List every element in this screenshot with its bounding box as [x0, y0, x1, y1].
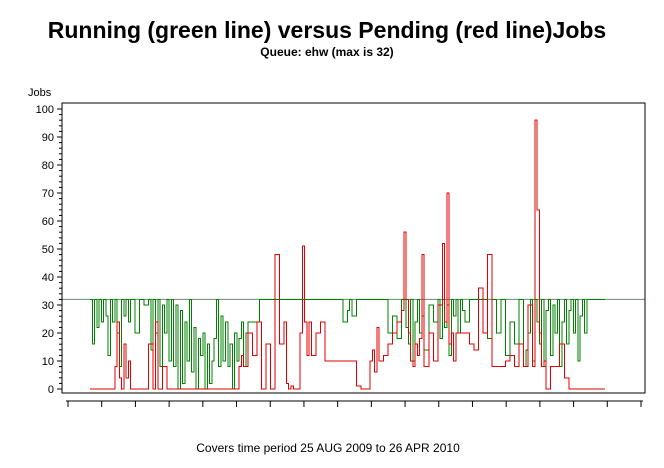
y-tick-label: 0 — [48, 384, 54, 396]
y-axis-label: Jobs — [28, 87, 52, 99]
y-tick-label: 70 — [42, 188, 54, 200]
y-tick-label: 50 — [42, 244, 54, 256]
series-layer — [90, 119, 605, 390]
axis-layer: 0 10 20 30 40 50 60 70 80 90 100 — [36, 102, 646, 407]
plot-frame — [61, 102, 646, 394]
y-tick-label: 80 — [42, 160, 54, 172]
y-tick-label: 30 — [42, 300, 54, 312]
running-series-line — [90, 298, 605, 390]
y-tick-label: 20 — [42, 328, 54, 340]
y-tick-label: 90 — [42, 132, 54, 144]
y-tick-label: 40 — [42, 272, 54, 284]
y-tick-label: 100 — [36, 104, 54, 116]
y-tick-label: 10 — [42, 356, 54, 368]
chart-title: Running (green line) versus Pending (red… — [48, 17, 606, 43]
y-tick-label: 60 — [42, 216, 54, 228]
chart-subtitle: Queue: ehw (max is 32) — [260, 45, 393, 59]
footnote: Covers time period 25 AUG 2009 to 26 APR… — [196, 441, 460, 455]
pending-series-line — [90, 119, 605, 390]
